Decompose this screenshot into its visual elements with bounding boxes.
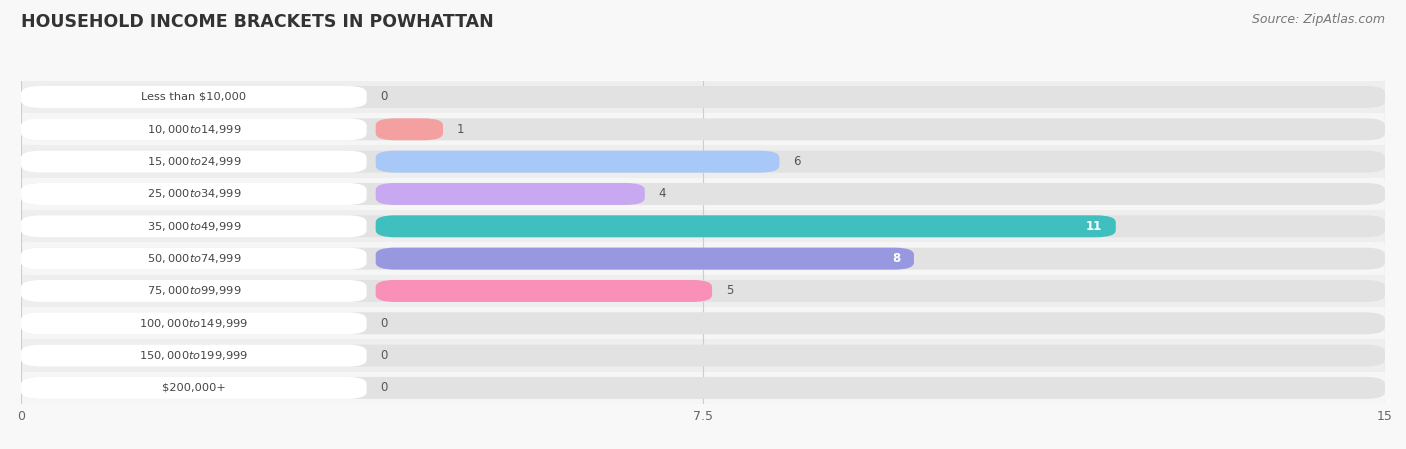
Text: $100,000 to $149,999: $100,000 to $149,999 <box>139 317 249 330</box>
FancyBboxPatch shape <box>21 313 367 334</box>
Text: 0: 0 <box>380 349 388 362</box>
Text: 4: 4 <box>658 188 666 200</box>
FancyBboxPatch shape <box>21 345 367 366</box>
FancyBboxPatch shape <box>21 248 1385 269</box>
FancyBboxPatch shape <box>21 377 367 399</box>
Text: $200,000+: $200,000+ <box>162 383 226 393</box>
Text: Source: ZipAtlas.com: Source: ZipAtlas.com <box>1251 13 1385 26</box>
Bar <box>21 210 1385 242</box>
Text: 5: 5 <box>725 285 733 297</box>
Text: 6: 6 <box>793 155 800 168</box>
FancyBboxPatch shape <box>21 216 367 237</box>
Text: $50,000 to $74,999: $50,000 to $74,999 <box>146 252 240 265</box>
FancyBboxPatch shape <box>21 377 1385 399</box>
Text: 0: 0 <box>380 91 388 103</box>
Bar <box>21 242 1385 275</box>
FancyBboxPatch shape <box>21 119 367 140</box>
Text: $35,000 to $49,999: $35,000 to $49,999 <box>146 220 240 233</box>
FancyBboxPatch shape <box>375 119 443 140</box>
FancyBboxPatch shape <box>21 280 367 302</box>
Text: $150,000 to $199,999: $150,000 to $199,999 <box>139 349 249 362</box>
Bar <box>21 339 1385 372</box>
Text: HOUSEHOLD INCOME BRACKETS IN POWHATTAN: HOUSEHOLD INCOME BRACKETS IN POWHATTAN <box>21 13 494 31</box>
Bar <box>21 113 1385 145</box>
FancyBboxPatch shape <box>375 280 711 302</box>
FancyBboxPatch shape <box>21 86 1385 108</box>
FancyBboxPatch shape <box>21 345 1385 366</box>
FancyBboxPatch shape <box>21 151 367 172</box>
Text: 11: 11 <box>1085 220 1102 233</box>
FancyBboxPatch shape <box>21 183 367 205</box>
Bar <box>21 145 1385 178</box>
FancyBboxPatch shape <box>375 248 914 269</box>
Text: Less than $10,000: Less than $10,000 <box>141 92 246 102</box>
FancyBboxPatch shape <box>21 151 1385 172</box>
FancyBboxPatch shape <box>21 248 367 269</box>
FancyBboxPatch shape <box>375 216 1116 237</box>
Text: $15,000 to $24,999: $15,000 to $24,999 <box>146 155 240 168</box>
Text: $10,000 to $14,999: $10,000 to $14,999 <box>146 123 240 136</box>
FancyBboxPatch shape <box>375 183 645 205</box>
FancyBboxPatch shape <box>21 183 1385 205</box>
Text: $25,000 to $34,999: $25,000 to $34,999 <box>146 188 240 200</box>
Bar <box>21 178 1385 210</box>
FancyBboxPatch shape <box>21 119 1385 140</box>
FancyBboxPatch shape <box>21 280 1385 302</box>
Text: 0: 0 <box>380 382 388 394</box>
FancyBboxPatch shape <box>375 151 779 172</box>
Text: 1: 1 <box>457 123 464 136</box>
Bar <box>21 275 1385 307</box>
FancyBboxPatch shape <box>21 313 1385 334</box>
Text: 0: 0 <box>380 317 388 330</box>
FancyBboxPatch shape <box>21 216 1385 237</box>
Bar <box>21 307 1385 339</box>
Bar <box>21 81 1385 113</box>
Text: $75,000 to $99,999: $75,000 to $99,999 <box>146 285 240 297</box>
Bar <box>21 372 1385 404</box>
FancyBboxPatch shape <box>21 86 367 108</box>
Text: 8: 8 <box>891 252 900 265</box>
